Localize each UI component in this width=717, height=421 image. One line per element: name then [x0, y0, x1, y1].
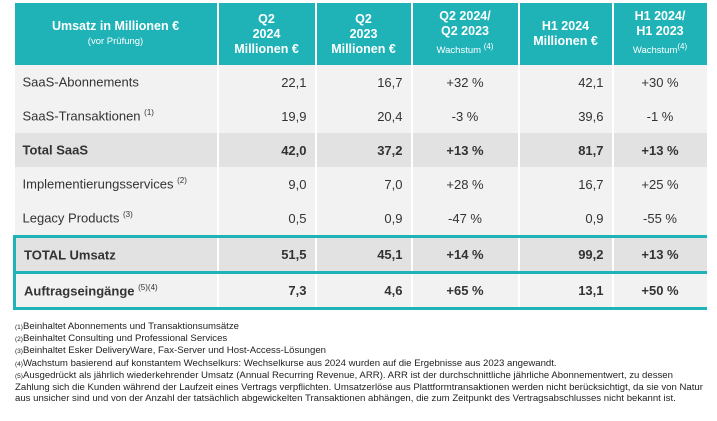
- cell-value: 37,2: [314, 133, 412, 167]
- cell-value: +14 %: [410, 235, 519, 274]
- cell-value: -55 %: [611, 201, 707, 237]
- row-label: Auftragseingänge (5)(4): [13, 271, 218, 310]
- cell-value: +32 %: [410, 65, 519, 99]
- revenue-table: Umsatz in Millionen € (vor Prüfung) Q2 202…: [13, 3, 707, 310]
- cell-value: 7,3: [216, 271, 316, 310]
- cell-value: 16,7: [314, 65, 412, 99]
- cell-value: 0,9: [517, 201, 613, 237]
- cell-value: 9,0: [216, 167, 316, 201]
- cell-value: 19,9: [216, 99, 316, 133]
- table-row: Total SaaS 42,0 37,2 +13 % 81,7 +13 %: [14, 133, 707, 167]
- row-label: Total SaaS: [14, 133, 218, 167]
- cell-value: +13 %: [410, 133, 519, 167]
- header-label: Umsatz in Millionen € (vor Prüfung): [14, 3, 218, 65]
- cell-value: 45,1: [314, 235, 412, 274]
- row-label: SaaS-Abonnements: [14, 65, 218, 99]
- cell-value: +28 %: [410, 167, 519, 201]
- header-q2-2024: Q2 2024 Millionen €: [216, 3, 316, 65]
- row-label: SaaS-Transaktionen (1): [14, 99, 218, 133]
- header-h1-2024: H1 2024 Millionen €: [517, 3, 613, 65]
- header-q2-2023: Q2 2023 Millionen €: [314, 3, 412, 65]
- cell-value: 0,9: [314, 201, 412, 237]
- cell-value: 13,1: [517, 271, 613, 310]
- cell-value: -3 %: [410, 99, 519, 133]
- cell-value: -47 %: [410, 201, 519, 237]
- footnote: (1)Beinhaltet Abonnements und Transaktio…: [15, 321, 239, 332]
- cell-value: +13 %: [611, 133, 707, 167]
- row-label: TOTAL Umsatz: [13, 235, 218, 274]
- cell-value: 16,7: [517, 167, 613, 201]
- cell-value: 22,1: [216, 65, 316, 99]
- cell-value: 4,6: [314, 271, 412, 310]
- table-row: SaaS-Transaktionen (1) 19,9 20,4 -3 % 39,6 -1…: [14, 99, 707, 133]
- cell-value: 39,6: [517, 99, 613, 133]
- cell-value: +13 %: [611, 235, 707, 274]
- cell-value: +50 %: [611, 271, 707, 310]
- cell-value: 0,5: [216, 201, 316, 237]
- table-row: Implementierungsservices (2) 9,0 7,0 +28 % 1…: [14, 167, 707, 201]
- footnote: (4)Wachstum basierend auf konstantem Wec…: [15, 357, 557, 369]
- row-label: Implementierungsservices (2): [14, 167, 218, 201]
- cell-value: -1 %: [611, 99, 707, 133]
- cell-value: 20,4: [314, 99, 412, 133]
- table-row: Auftragseingänge (5)(4) 7,3 4,6 +65 % 13,1 +5…: [13, 271, 707, 310]
- cell-value: +65 %: [410, 271, 519, 310]
- footnote: (2)Beinhaltet Consulting und Professiona…: [15, 333, 228, 345]
- cell-value: 7,0: [314, 167, 412, 201]
- row-label: Legacy Products (3): [14, 201, 218, 237]
- footnotes: (1)Beinhaltet Abonnements und Transaktio…: [15, 321, 710, 404]
- cell-value: 51,5: [216, 235, 316, 274]
- header-row: Umsatz in Millionen € (vor Prüfung) Q2 202…: [14, 3, 707, 65]
- table-row: Legacy Products (3) 0,5 0,9 -47 % 0,9 -55 %: [14, 201, 707, 237]
- header-q2-growth: Q2 2024/Q2 2023 Wachstum (4): [410, 3, 519, 65]
- header-h1-growth: H1 2024/H1 2023 Wachstum(4): [611, 3, 707, 65]
- cell-value: 42,1: [517, 65, 613, 99]
- table-row: SaaS-Abonnements 22,1 16,7 +32 % 42,1 +30 %: [14, 65, 707, 99]
- cell-value: +30 %: [611, 65, 707, 99]
- cell-value: 42,0: [216, 133, 316, 167]
- cell-value: +25 %: [611, 167, 707, 201]
- cell-value: 81,7: [517, 133, 613, 167]
- footnote: (5)Ausgedrückt als jährlich wiederkehren…: [15, 369, 703, 405]
- footnote: (3)Beinhaltet Esker DeliveryWare, Fax-Se…: [15, 345, 326, 357]
- table-row: TOTAL Umsatz 51,5 45,1 +14 % 99,2 +13 %: [13, 235, 707, 274]
- cell-value: 99,2: [517, 235, 613, 274]
